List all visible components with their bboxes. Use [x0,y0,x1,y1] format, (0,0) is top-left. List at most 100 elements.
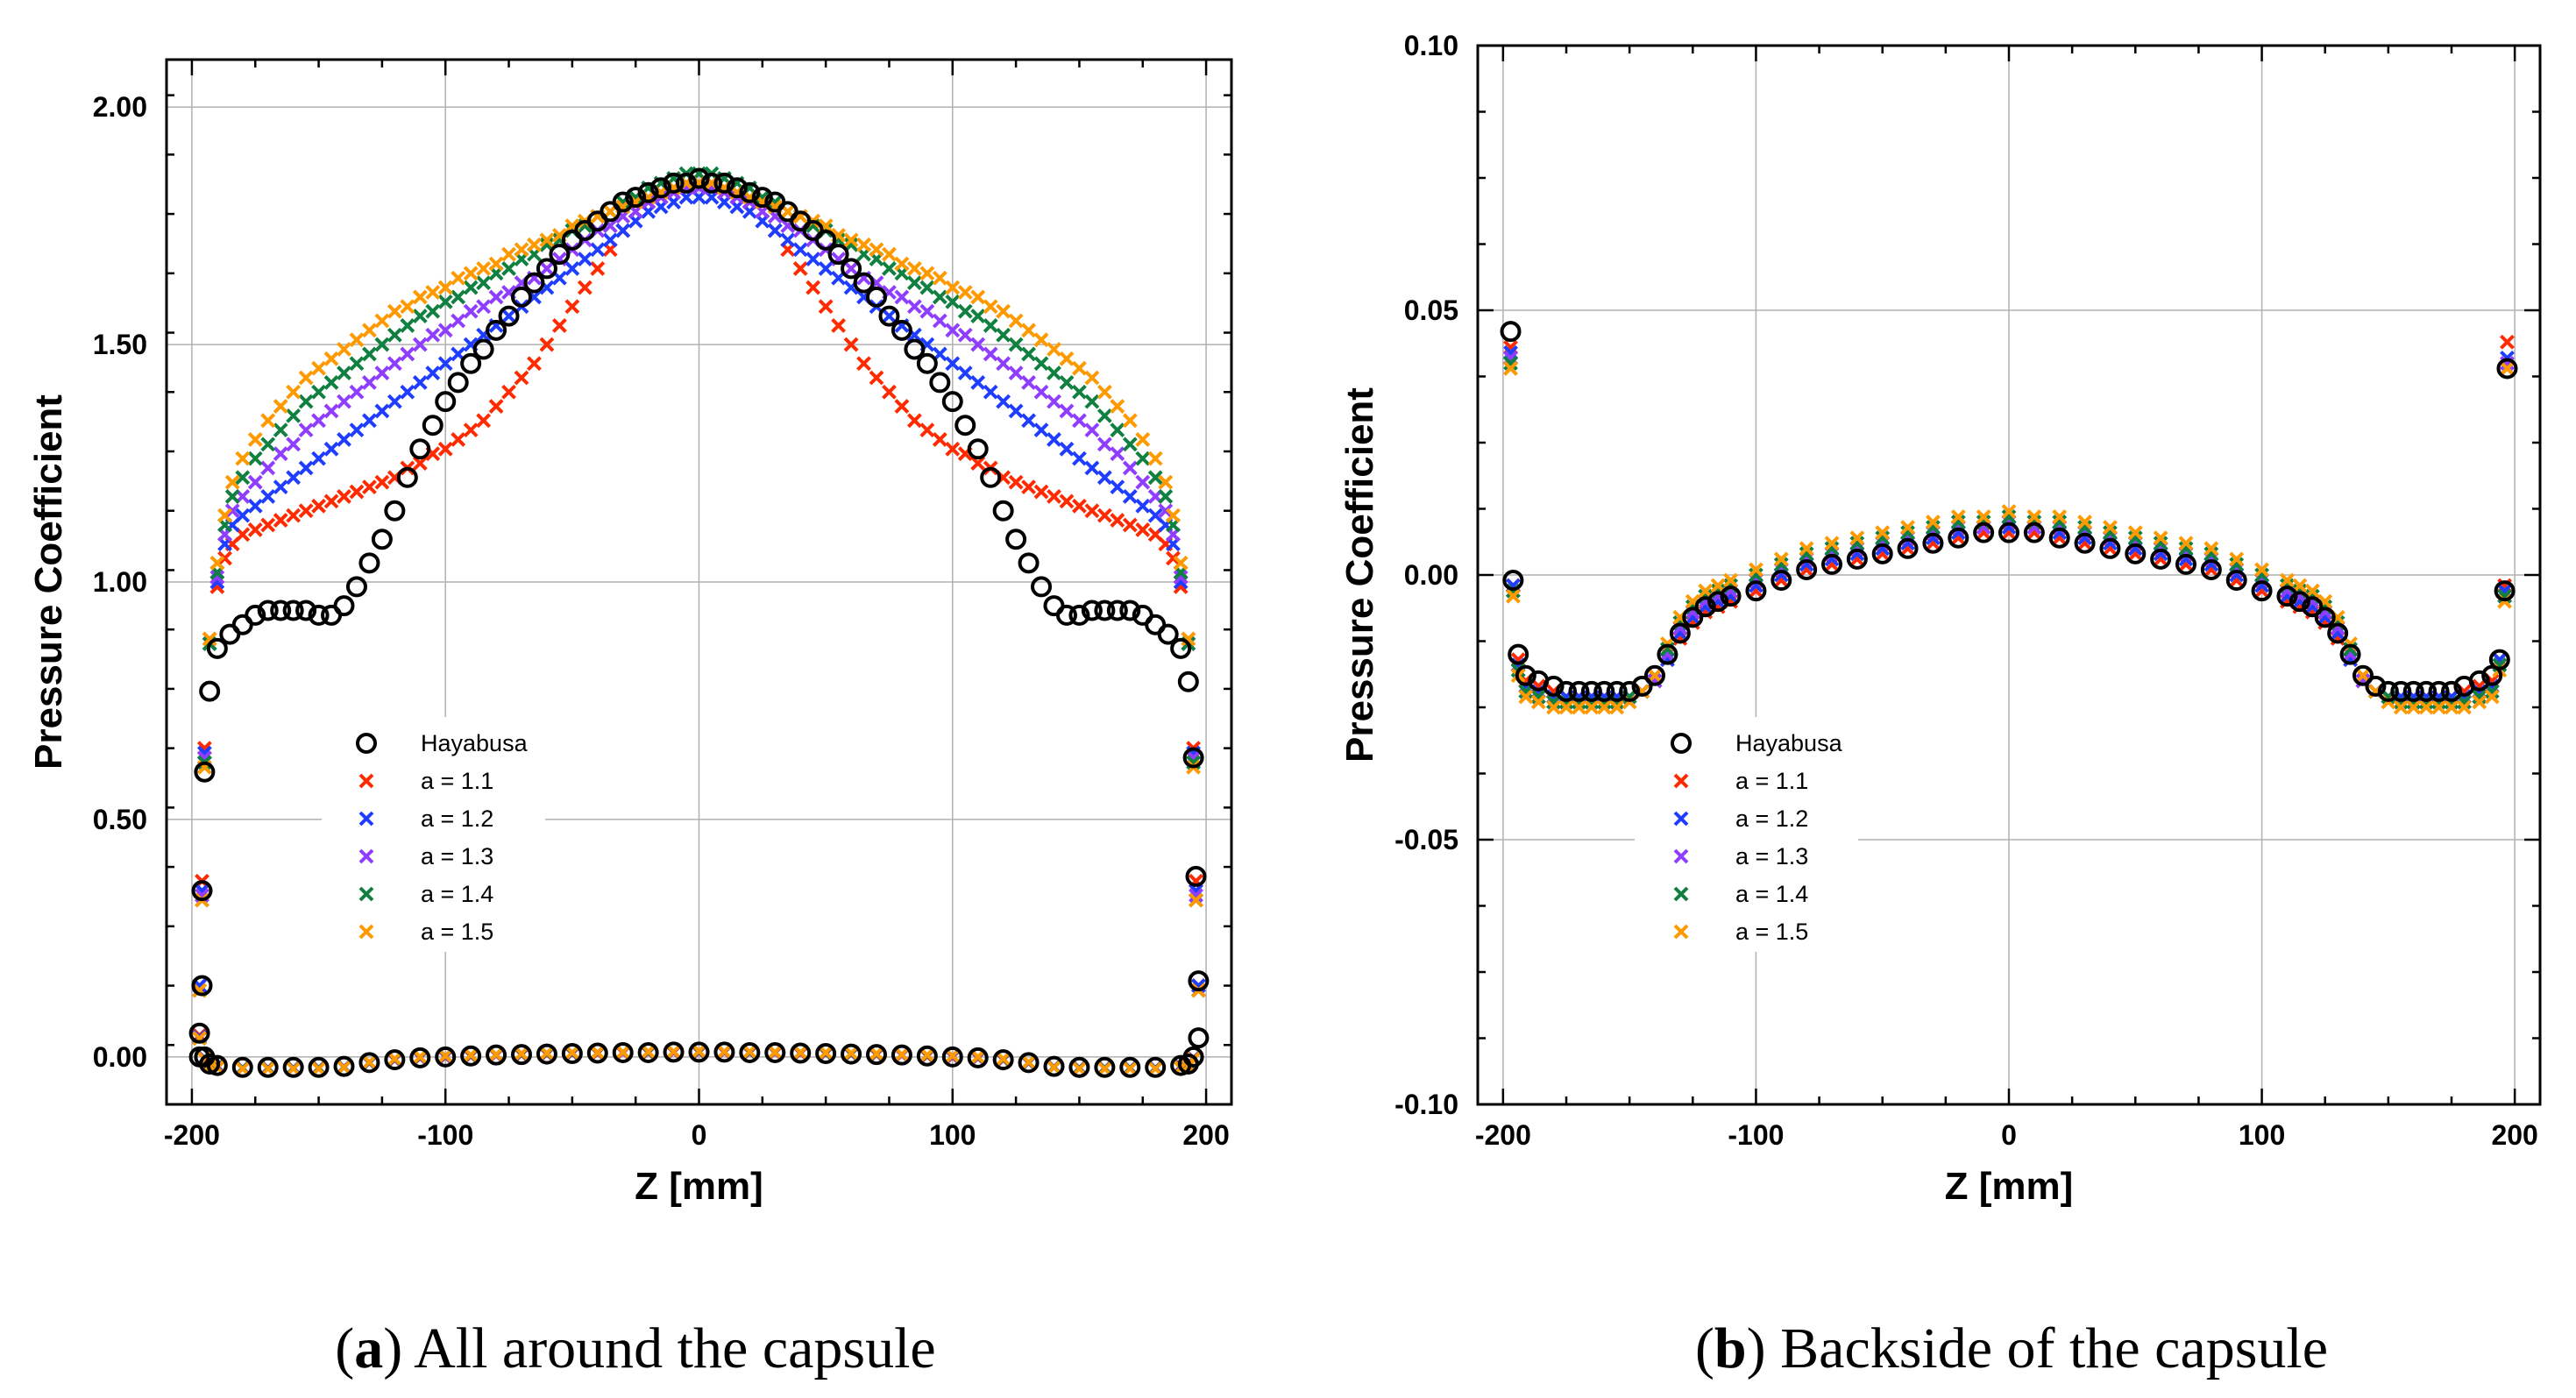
caption-text-b: Backside of the capsule [1766,1316,2328,1380]
legend-label: a = 1.3 [421,843,493,869]
data-point [967,438,989,460]
data-point [362,323,377,338]
data-point [1106,600,1128,621]
data-point [356,733,377,754]
data-point [615,1044,631,1060]
data-point [514,1046,529,1061]
data-point [1948,527,1969,549]
data-point [2077,520,2092,536]
data-point [273,422,288,438]
data-point [286,384,302,400]
data-point [1094,600,1116,621]
data-point [476,260,492,276]
data-point [815,229,837,251]
data-point [1119,1056,1141,1078]
data-point [1072,451,1087,466]
data-point [1135,474,1151,490]
data-point [1008,474,1024,490]
data-point [577,280,593,295]
data-point [906,299,922,315]
data-point [906,413,922,429]
y-tick-label: -0.10 [1394,1089,1458,1120]
data-point [498,305,520,327]
data-point [831,318,847,333]
data-point [1096,507,1112,523]
data-point [425,285,441,300]
data-point [853,272,875,294]
data-point [856,356,871,372]
data-point [298,503,314,519]
data-point [435,391,457,413]
data-point [1110,446,1125,462]
data-point [967,1047,989,1068]
y-tick-labels-a: 0.00 0.50 1.00 1.50 2.00 [93,91,147,1073]
data-point [451,289,466,305]
data-point [996,356,1011,372]
data-point [460,1045,482,1067]
legend-item: a = 1.3 [358,843,493,869]
data-point [1973,522,1995,543]
data-point [996,394,1011,409]
data-point [882,246,897,262]
data-point [1181,631,1196,647]
data-point [2302,596,2324,618]
data-point [298,370,314,386]
data-point [1031,576,1053,598]
data-point [919,303,935,319]
data-point [206,637,228,659]
data-point [1500,321,1522,343]
data-point [1158,503,1174,519]
data-point [2488,649,2510,671]
data-point [1749,562,1763,578]
data-point [1021,375,1036,390]
data-point [1110,513,1125,528]
y-tick-label: 0.00 [1404,559,1458,591]
data-point [349,422,365,438]
data-point [688,167,710,189]
data-point [362,346,377,362]
data-point [1173,555,1189,571]
data-point [1147,451,1163,466]
data-point [2484,689,2500,705]
data-point [1084,394,1100,409]
data-point [260,1061,276,1076]
data-point [358,924,374,940]
data-point [1008,403,1024,419]
data-point [273,479,288,495]
data-point [1047,365,1061,381]
data-point [1530,694,1546,710]
data-point [945,1048,961,1064]
data-point [358,773,374,789]
data-point [2026,509,2042,524]
data-point [945,356,961,372]
data-point [2355,668,2371,684]
legend-label: a = 1.1 [421,768,493,794]
data-point [676,172,698,194]
data-point [894,1047,910,1062]
data-point [387,327,402,343]
data-point [941,1046,963,1068]
data-point [2494,580,2516,602]
data-point [1673,773,1689,789]
data-point [1135,522,1151,537]
y-tick-label: 0.00 [93,1041,147,1073]
data-point [2052,509,2068,524]
data-point [247,432,263,447]
data-point [1771,570,1792,592]
data-point [235,507,251,523]
data-point [311,1061,326,1076]
legend-item: a = 1.5 [358,919,493,945]
data-point [1950,509,1966,524]
legend-item: a = 1.5 [1673,919,1808,945]
data-point [514,242,529,258]
data-point [374,403,390,419]
data-point [1059,441,1075,457]
data-point [209,570,225,585]
data-point [2127,525,2143,541]
data-point [1698,583,1714,599]
data-point [2200,558,2222,580]
data-point [590,260,606,276]
data-point [511,286,532,308]
x-tick-label: 200 [1182,1119,1229,1151]
data-point [286,470,302,486]
